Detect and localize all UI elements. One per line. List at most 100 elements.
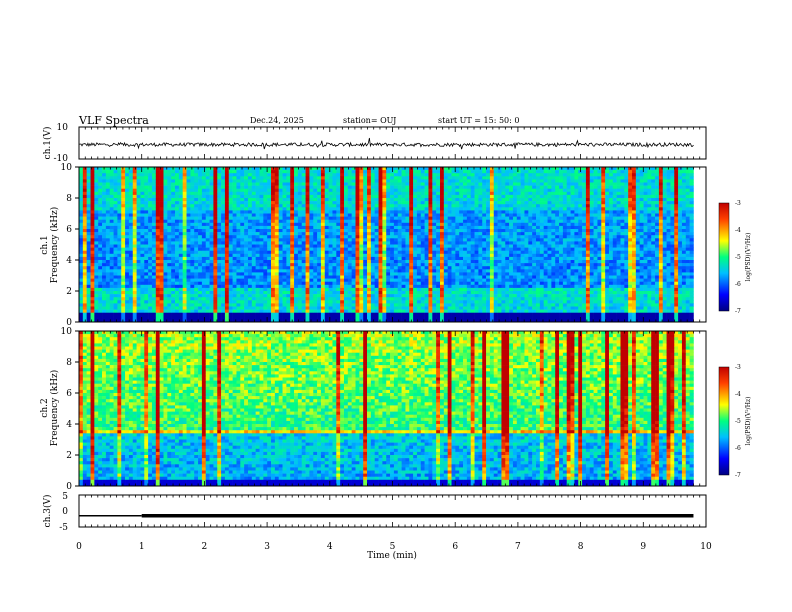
spectrogram-cell xyxy=(297,204,303,208)
spectrogram-cell xyxy=(374,294,379,298)
spectrogram-cell xyxy=(221,201,226,205)
spectrogram-cell xyxy=(309,207,314,211)
spectrogram-cell xyxy=(424,281,429,286)
spectrogram-cell xyxy=(409,244,414,248)
spectrogram-cell xyxy=(128,315,134,320)
spectrogram-cell xyxy=(136,191,141,196)
spectrogram-cell xyxy=(282,173,287,177)
spectrogram-cell xyxy=(294,260,299,264)
spectrogram-cell xyxy=(340,250,345,255)
spectrogram-cell xyxy=(247,170,253,174)
spectrogram-cell xyxy=(267,281,272,286)
spectrogram-cell xyxy=(397,260,402,264)
spectrogram-cell xyxy=(320,263,326,267)
spectrogram-cell xyxy=(347,244,352,248)
spectrogram-cell xyxy=(301,269,306,273)
spectrogram-cell xyxy=(313,204,318,208)
spectrogram-cell xyxy=(317,303,322,307)
spectrogram-cell xyxy=(320,222,326,227)
spectrogram-cell xyxy=(213,266,218,270)
spectrogram-cell xyxy=(359,176,364,180)
spectrogram-cell xyxy=(186,198,191,202)
spectrogram-cell xyxy=(205,201,210,205)
spectrogram-cell xyxy=(359,188,364,193)
spectrogram-cell xyxy=(128,173,134,177)
spectrogram-cell xyxy=(324,232,329,236)
spectrogram-cell xyxy=(94,225,99,230)
spectrogram-cell xyxy=(286,291,291,295)
spectrogram-cell xyxy=(347,263,352,267)
spectrogram-cell xyxy=(382,167,387,171)
spectrogram-cell xyxy=(240,269,245,273)
spectrogram-cell xyxy=(455,210,460,214)
spectrogram-cell xyxy=(102,194,107,199)
spectrogram-cell xyxy=(347,253,352,258)
spectrogram-cell xyxy=(175,253,180,258)
spectrogram-cell xyxy=(409,179,414,183)
spectrogram-cell xyxy=(294,229,299,233)
spectrogram-cell xyxy=(324,253,329,258)
spectrogram-cell xyxy=(121,173,126,177)
spectrogram-cell xyxy=(405,315,410,320)
spectrogram-cell xyxy=(132,266,137,270)
spectrogram-cell xyxy=(194,173,199,177)
spectrogram-cell xyxy=(428,194,433,199)
spectrogram-cell xyxy=(90,198,95,202)
spectrogram-cell xyxy=(286,278,291,282)
spectrogram-cell xyxy=(332,272,337,276)
spectrogram-cell xyxy=(105,263,111,267)
spectrogram-cell xyxy=(271,312,276,317)
spectrogram-cell xyxy=(224,287,230,292)
spectrogram-cell xyxy=(382,284,387,289)
spectrogram-cell xyxy=(428,185,433,189)
spectrogram-cell xyxy=(151,213,157,217)
spectrogram-cell xyxy=(213,275,218,279)
spectrogram-cell xyxy=(286,213,291,217)
spectrogram-cell xyxy=(420,185,425,189)
spectrogram-cell xyxy=(140,312,145,317)
spectrogram-cell xyxy=(163,281,168,286)
spectrogram-cell xyxy=(305,241,310,245)
spectrogram-cell xyxy=(232,297,237,301)
spectrogram-cell xyxy=(259,204,264,208)
spectrogram-cell xyxy=(386,247,391,251)
spectrogram-cell xyxy=(125,287,130,292)
spectrogram-cell xyxy=(98,291,103,295)
spectrogram-cell xyxy=(217,232,222,236)
spectrogram-cell xyxy=(117,232,122,236)
spectrogram-cell xyxy=(290,272,295,276)
spectrogram-cell xyxy=(201,297,207,301)
spectrogram-cell xyxy=(282,303,287,307)
spectrogram-cell xyxy=(232,278,237,282)
spectrogram-cell xyxy=(413,225,418,230)
spectrogram-cell xyxy=(271,315,276,320)
spectrogram-cell xyxy=(186,170,191,174)
spectrogram-cell xyxy=(263,173,268,177)
spectrogram-cell xyxy=(171,213,176,217)
spectrogram-cell xyxy=(155,278,160,282)
spectrogram-cell xyxy=(432,256,437,261)
spectrogram-cell xyxy=(228,281,233,286)
spectrogram-cell xyxy=(278,241,283,245)
spectrogram-cell xyxy=(155,229,160,233)
spectrogram-cell xyxy=(340,275,345,279)
spectrogram-cell xyxy=(182,216,187,220)
spectrogram-cell xyxy=(82,278,87,282)
spectrogram-cell xyxy=(79,318,84,323)
spectrogram-cell xyxy=(459,182,464,186)
spectrogram-cell xyxy=(355,179,360,183)
spectrogram-cell xyxy=(194,269,199,273)
spectrogram-cell xyxy=(413,173,418,177)
spectrogram-cell xyxy=(98,275,103,279)
spectrogram-cell xyxy=(86,272,91,276)
spectrogram-cell xyxy=(140,291,145,295)
spectrogram-cell xyxy=(144,201,149,205)
spectrogram-cell xyxy=(224,235,230,239)
spectrogram-cell xyxy=(94,312,99,317)
spectrogram-cell xyxy=(347,232,352,236)
spectrogram-cell xyxy=(290,185,295,189)
spectrogram-cell xyxy=(163,201,168,205)
spectrogram-cell xyxy=(440,250,445,255)
spectrogram-cell xyxy=(309,269,314,273)
spectrogram-cell xyxy=(79,188,84,193)
